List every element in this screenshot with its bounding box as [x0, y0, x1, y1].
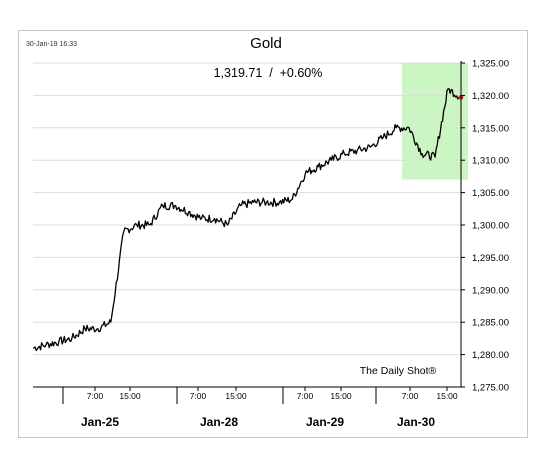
highlight-band [402, 63, 468, 180]
x-tick-label: 15:00 [225, 391, 247, 401]
x-day-label: Jan-30 [397, 415, 435, 429]
x-tick-label: 7:00 [402, 391, 419, 401]
x-tick-label: 15:00 [330, 391, 352, 401]
y-tick-label: 1,280.00 [472, 350, 509, 361]
gold-price-line [32, 88, 462, 352]
x-day-label: Jan-28 [200, 415, 238, 429]
y-tick-label: 1,310.00 [472, 156, 509, 167]
x-tick-label: 15:00 [436, 391, 458, 401]
source-label: The Daily Shot® [360, 365, 437, 377]
y-tick-label: 1,295.00 [472, 253, 509, 264]
x-tick-label: 15:00 [119, 391, 141, 401]
y-tick-label: 1,300.00 [472, 221, 509, 232]
y-tick-label: 1,285.00 [472, 318, 509, 329]
y-tick-label: 1,320.00 [472, 91, 509, 102]
chart-timestamp: 30-Jan-19 16:33 [26, 41, 77, 48]
chart-frame [18, 30, 528, 438]
y-tick-label: 1,290.00 [472, 285, 509, 296]
y-tick-label: 1,315.00 [472, 123, 509, 134]
y-tick-label: 1,305.00 [472, 188, 509, 199]
x-tick-label: 7:00 [297, 391, 314, 401]
chart-title: Gold [250, 35, 282, 52]
price-readout: 1,319.71 / +0.60% [214, 66, 323, 80]
x-day-label: Jan-29 [306, 415, 344, 429]
y-tick-label: 1,275.00 [472, 383, 509, 394]
x-tick-label: 7:00 [190, 391, 207, 401]
x-day-label: Jan-25 [81, 415, 119, 429]
x-tick-label: 7:00 [87, 391, 104, 401]
y-tick-label: 1,325.00 [472, 59, 509, 70]
